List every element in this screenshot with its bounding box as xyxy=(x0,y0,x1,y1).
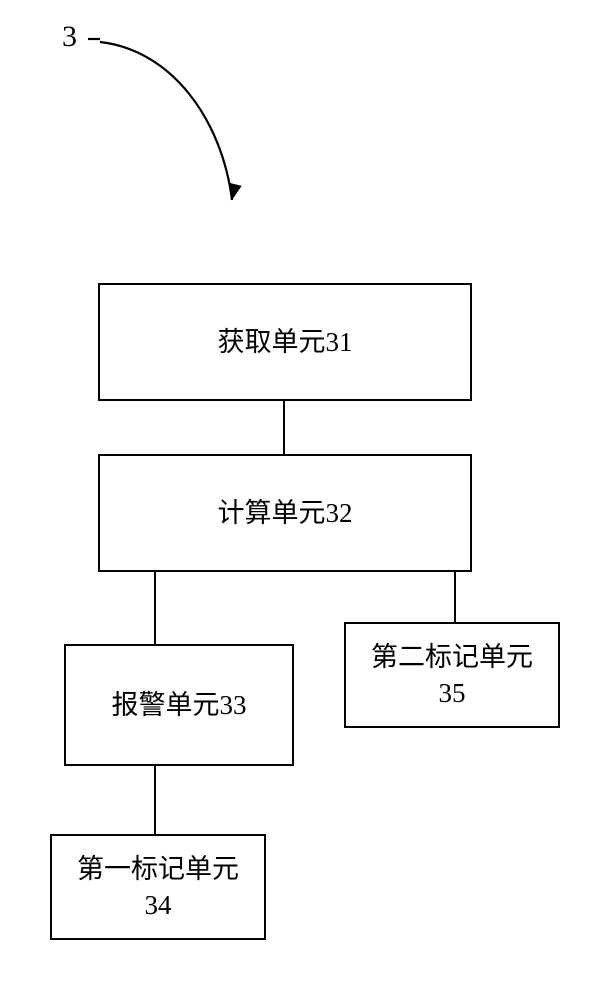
connector-line xyxy=(283,401,285,454)
box-label: 获取单元31 xyxy=(218,324,353,360)
box-first-mark-unit-34: 第一标记单元 34 xyxy=(50,834,266,940)
box-compute-unit-32: 计算单元32 xyxy=(98,454,472,572)
box-second-mark-unit-35: 第二标记单元 35 xyxy=(344,622,560,728)
connector-line xyxy=(454,572,456,622)
box-label: 报警单元33 xyxy=(112,687,247,723)
box-alarm-unit-33: 报警单元33 xyxy=(64,644,294,766)
box-acquire-unit-31: 获取单元31 xyxy=(98,283,472,401)
box-label: 第一标记单元 34 xyxy=(77,851,239,924)
box-label: 计算单元32 xyxy=(218,495,353,531)
pointer-arrow-icon xyxy=(0,0,608,260)
diagram-stage: 3 获取单元31 计算单元32 报警单元33 第二标记单元 35 第一标记单元 … xyxy=(0,0,608,1000)
connector-line xyxy=(154,572,156,644)
box-label: 第二标记单元 35 xyxy=(371,639,533,712)
connector-line xyxy=(154,766,156,834)
